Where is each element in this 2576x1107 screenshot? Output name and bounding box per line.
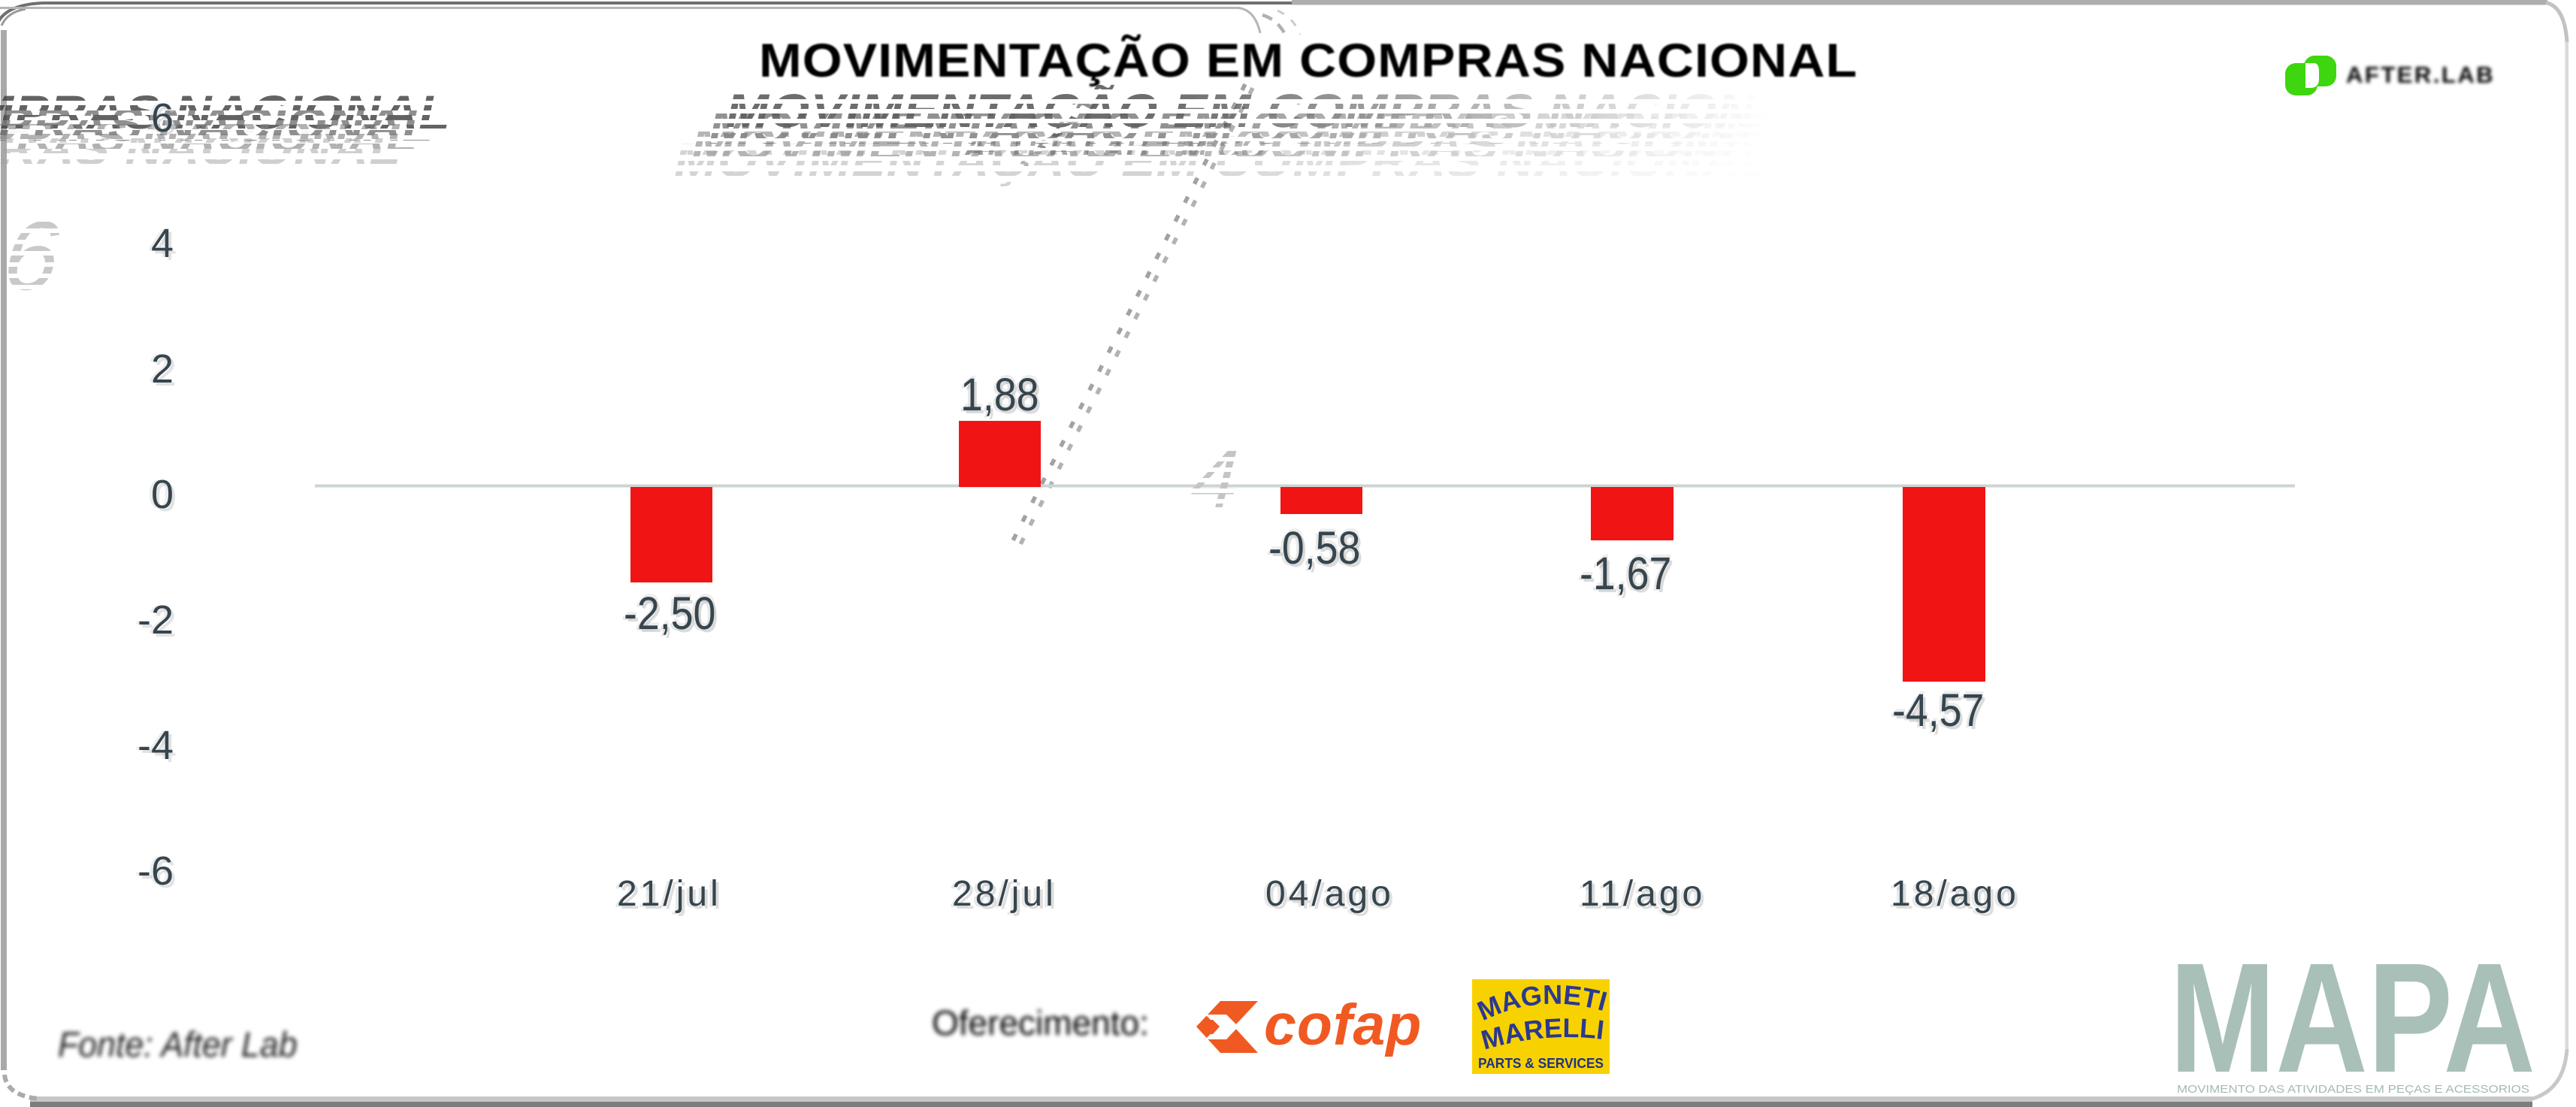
svg-text:cofap: cofap xyxy=(1264,1000,1422,1057)
svg-text:MOVIMENTO DAS ATIVIDADES EM PE: MOVIMENTO DAS ATIVIDADES EM PEÇAS E ACES… xyxy=(2177,1083,2529,1096)
svg-text:PARTS & SERVICES: PARTS & SERVICES xyxy=(1478,1056,1604,1071)
svg-text:MAPA: MAPA xyxy=(2169,932,2535,1105)
